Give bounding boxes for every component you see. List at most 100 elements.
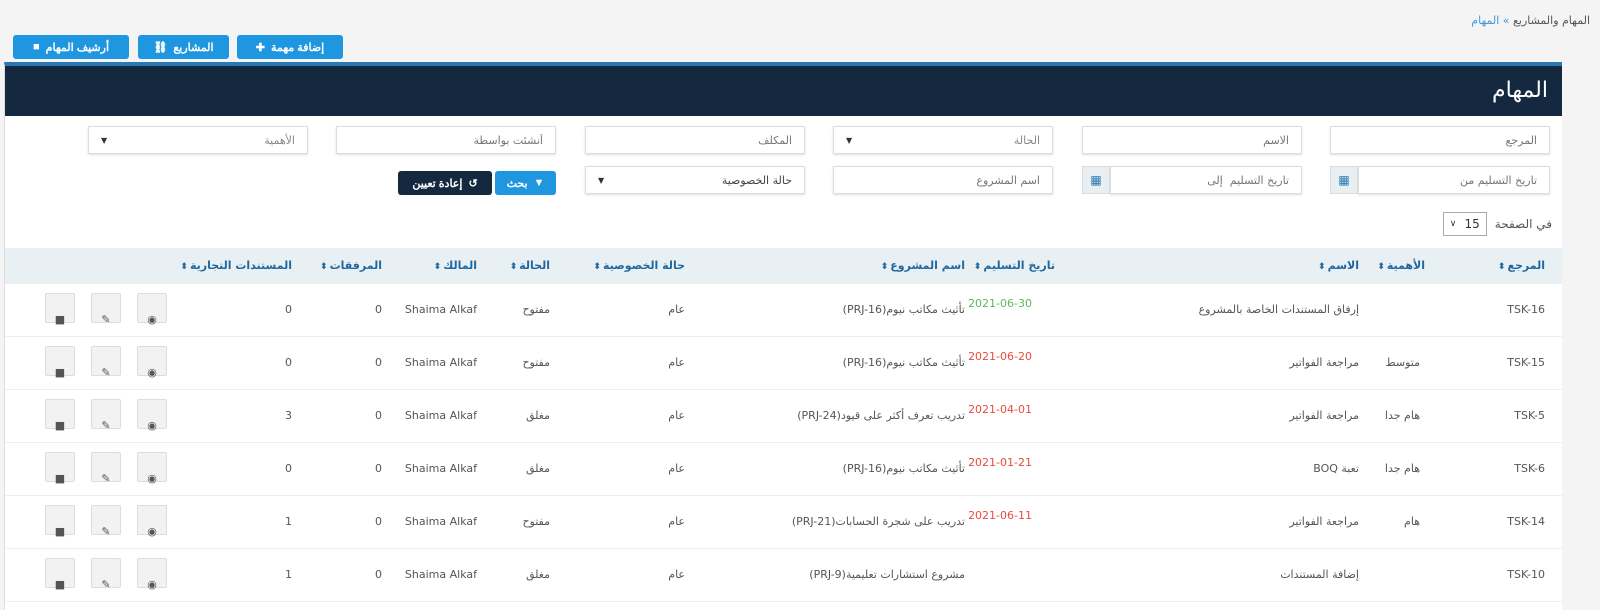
cell-name: مراجعة الفواتير [1289,515,1359,528]
cell-project: تأثيث مكاتب نيوم(PRJ-16) [842,462,965,475]
project-input[interactable] [833,166,1053,194]
project-field[interactable] [846,173,1040,187]
cell-name: إضافة المستندات [1280,568,1359,581]
add-task-button[interactable]: إضافة مهمة ✚ [237,35,343,59]
column-header-status[interactable]: الحالة⬍ [509,259,550,272]
column-header-owner[interactable]: المالك⬍ [433,259,477,272]
edit-button[interactable]: ✎ [91,558,121,591]
table-row: TSK-15 متوسط مراجعة الفواتير 2021-06-20 تأثي… [5,337,1562,390]
edit-button[interactable]: ✎ [91,293,121,326]
view-button[interactable]: ◉ [137,293,167,326]
sort-icon[interactable]: ⬍ [320,262,328,272]
cell-name: إرفاق المستندات الخاصة بالمشروع [1198,303,1359,316]
eye-icon: ◉ [147,313,157,326]
edit-button[interactable]: ✎ [91,346,121,379]
tasks-table: المرجع⬍ الأهمية⬍ الاسم⬍ تاريخ التسليم⬍ اسم ا… [5,248,1562,602]
importance-select-value: الأهمية [264,133,295,147]
archive-row-button[interactable]: ■ [45,452,75,485]
table-row: TSK-5 هام جدا مراجعة الفواتير 2021-04-01 تدر… [5,390,1562,443]
edit-icon: ✎ [101,578,111,591]
ref-input[interactable] [1330,126,1550,154]
chevron-down-icon: ∨ [1449,219,1457,229]
projects-button[interactable]: المشاريع ⛓ [138,35,229,59]
sort-icon[interactable]: ⬍ [433,262,442,272]
column-header-due-date[interactable]: تاريخ التسليم⬍ [973,259,1055,272]
created-by-input[interactable] [336,126,556,154]
view-button[interactable]: ◉ [137,558,167,591]
view-button[interactable]: ◉ [137,399,167,432]
archive-row-button[interactable]: ■ [45,399,75,432]
column-header-attachments[interactable]: المرفقات⬍ [320,259,382,272]
cell-docs: 0 [285,462,292,475]
archive-row-button[interactable]: ■ [45,346,75,379]
edit-button[interactable]: ✎ [91,452,121,485]
edit-button[interactable]: ✎ [91,399,121,432]
cell-ref: TSK-15 [1507,356,1545,369]
sort-icon[interactable]: ⬍ [1377,262,1385,272]
projects-label: المشاريع [173,41,214,54]
cell-ref: TSK-16 [1507,303,1545,316]
table-header: المرجع⬍ الأهمية⬍ الاسم⬍ تاريخ التسليم⬍ اسم ا… [5,248,1562,284]
calendar-icon[interactable]: ▦ [1082,166,1110,194]
ref-field[interactable] [1343,133,1537,147]
cell-owner: Shaima Alkaf [404,568,477,581]
archive-button[interactable]: أرشيف المهام ■ [13,35,129,59]
status-select[interactable]: الحالة ▼ [833,126,1053,154]
due-to-field[interactable] [1123,173,1289,187]
cell-docs: 1 [285,515,292,528]
edit-icon: ✎ [101,313,111,326]
sort-icon[interactable]: ⬍ [509,262,518,272]
eye-icon: ◉ [147,472,157,485]
due-from-input[interactable] [1358,166,1550,194]
column-header-ref[interactable]: المرجع⬍ [1497,259,1545,272]
cell-ref: TSK-14 [1507,515,1545,528]
sort-icon[interactable]: ⬍ [1318,262,1326,272]
sort-icon[interactable]: ⬍ [593,262,601,272]
eye-icon: ◉ [147,419,157,432]
view-button[interactable]: ◉ [137,452,167,485]
cell-importance: هام جدا [1384,462,1420,475]
importance-select[interactable]: الأهمية ▼ [88,126,308,154]
sort-icon[interactable]: ⬍ [180,262,188,272]
column-header-docs[interactable]: المستندات التجارية⬍ [180,259,292,272]
caret-down-icon: ▼ [598,175,605,185]
assignee-input[interactable] [585,126,805,154]
column-header-importance[interactable]: الأهمية⬍ [1377,259,1425,272]
archive-icon: ■ [54,525,66,538]
page-size-label: في الصفحة [1494,217,1552,231]
calendar-icon[interactable]: ▦ [1330,166,1358,194]
eye-icon: ◉ [147,366,157,379]
sort-icon[interactable]: ⬍ [1497,262,1506,272]
cell-name: مراجعة الفواتير [1289,356,1359,369]
name-field[interactable] [1095,133,1289,147]
column-header-name[interactable]: الاسم⬍ [1318,259,1359,272]
sort-icon[interactable]: ⬍ [880,262,889,272]
archive-row-button[interactable]: ■ [45,293,75,326]
cell-privacy: عام [668,409,685,422]
created-by-field[interactable] [349,133,543,147]
caret-down-icon: ▼ [846,135,853,145]
due-from-field[interactable] [1371,173,1537,187]
archive-row-button[interactable]: ■ [45,558,75,591]
table-row: TSK-10 إضافة المستندات مشروع استشارات تعلي… [5,549,1562,602]
cell-attachments: 0 [375,409,382,422]
archive-row-button[interactable]: ■ [45,505,75,538]
name-input[interactable] [1082,126,1302,154]
column-header-privacy[interactable]: حالة الخصوصية⬍ [593,259,685,272]
cell-attachments: 0 [375,568,382,581]
search-button[interactable]: ▼ بحث [495,171,556,195]
column-header-project[interactable]: اسم المشروع⬍ [880,259,965,272]
reset-button[interactable]: ↺ إعادة تعيين [398,171,492,195]
cell-docs: 0 [285,303,292,316]
breadcrumb-parent[interactable]: المهام والمشاريع [1513,14,1590,27]
edit-button[interactable]: ✎ [91,505,121,538]
due-to-input[interactable] [1110,166,1302,194]
breadcrumb-separator: » [1502,14,1510,27]
view-button[interactable]: ◉ [137,346,167,379]
assignee-field[interactable] [598,133,792,147]
sort-icon[interactable]: ⬍ [973,262,982,272]
privacy-select[interactable]: حالة الخصوصية ▼ [585,166,805,194]
page-size-select[interactable]: 15 ∨ [1442,212,1487,236]
breadcrumb-current[interactable]: المهام [1471,14,1500,27]
view-button[interactable]: ◉ [137,505,167,538]
